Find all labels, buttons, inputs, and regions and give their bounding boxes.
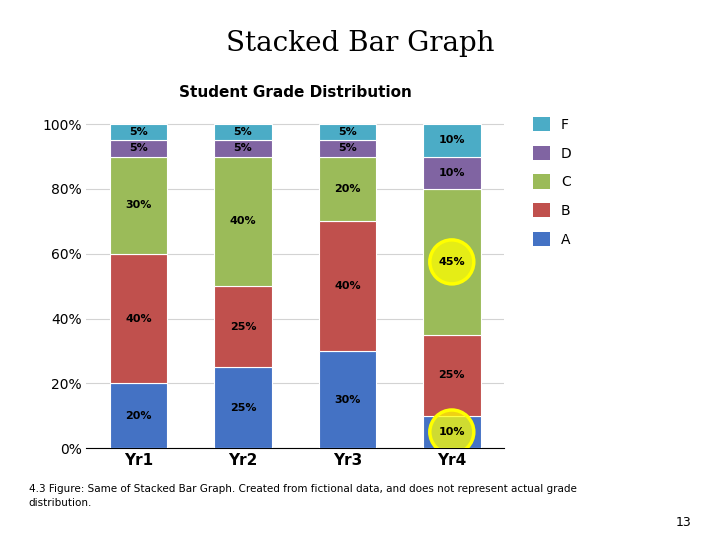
Text: 5%: 5% (338, 144, 357, 153)
Text: 5%: 5% (129, 144, 148, 153)
Bar (423, 416, 480, 448)
Text: 20%: 20% (334, 184, 361, 194)
Bar (110, 157, 167, 254)
Text: 25%: 25% (230, 403, 256, 413)
Text: 45%: 45% (438, 257, 465, 267)
Bar (110, 124, 167, 140)
Bar (423, 335, 480, 416)
Title: Student Grade Distribution: Student Grade Distribution (179, 85, 412, 100)
Ellipse shape (430, 240, 474, 284)
Bar (110, 383, 167, 448)
Text: 40%: 40% (334, 281, 361, 291)
Bar (423, 157, 480, 189)
Text: 10%: 10% (438, 427, 465, 437)
Bar (423, 189, 480, 335)
Text: 10%: 10% (438, 427, 465, 437)
Bar (319, 124, 376, 140)
Bar (215, 286, 271, 367)
Text: 40%: 40% (230, 217, 256, 226)
Bar (215, 140, 271, 157)
Bar (215, 157, 271, 286)
Text: 25%: 25% (230, 322, 256, 332)
Bar (423, 124, 480, 157)
Text: 30%: 30% (125, 200, 152, 210)
Bar (215, 124, 271, 140)
Text: Stacked Bar Graph: Stacked Bar Graph (226, 30, 494, 57)
Text: 10%: 10% (438, 136, 465, 145)
Text: 5%: 5% (233, 127, 253, 137)
Text: 20%: 20% (125, 411, 152, 421)
Text: 25%: 25% (438, 370, 465, 380)
Text: 5%: 5% (129, 127, 148, 137)
Text: 5%: 5% (233, 144, 253, 153)
Bar (215, 367, 271, 448)
Text: 4.3 Figure: Same of Stacked Bar Graph. Created from fictional data, and does not: 4.3 Figure: Same of Stacked Bar Graph. C… (29, 484, 577, 508)
Text: 10%: 10% (438, 168, 465, 178)
Bar (319, 157, 376, 221)
Text: 5%: 5% (338, 127, 357, 137)
Legend: F, D, C, B, A: F, D, C, B, A (528, 112, 577, 252)
Text: 45%: 45% (438, 257, 465, 267)
Bar (319, 351, 376, 448)
Text: 13: 13 (675, 516, 691, 529)
Bar (319, 140, 376, 157)
Bar (110, 254, 167, 383)
Bar (110, 140, 167, 157)
Text: 30%: 30% (334, 395, 361, 404)
Text: 40%: 40% (125, 314, 152, 323)
Bar (319, 221, 376, 351)
Ellipse shape (430, 410, 474, 454)
